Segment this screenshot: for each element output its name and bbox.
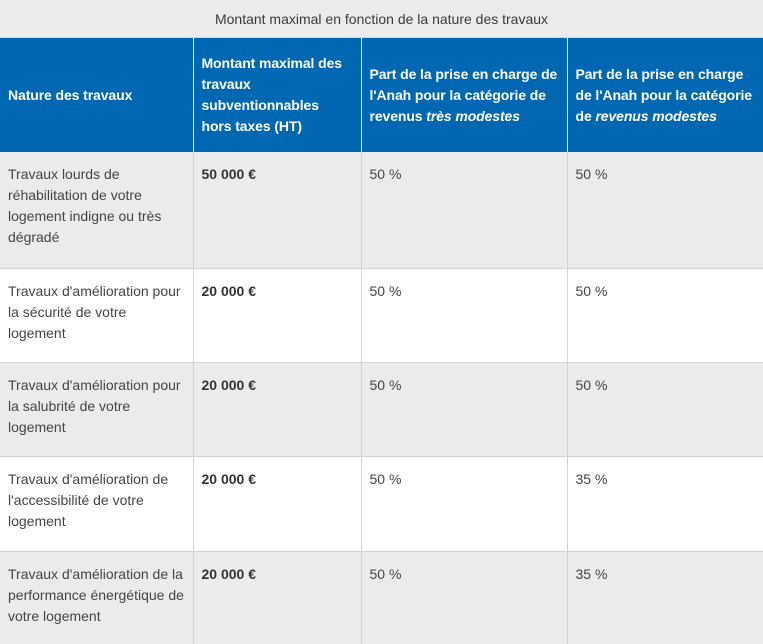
cell-montant: 20 000 € [193, 268, 362, 363]
header-part-modestes-text: Part de la prise en charge de l'Anah pou… [575, 65, 753, 124]
aid-amounts-table: Nature des travaux Montant maximal des t… [0, 38, 763, 644]
cell-part-tres-modestes: 50 % [361, 362, 568, 457]
header-part-tres-modestes: Part de la prise en charge de l'Anah pou… [361, 38, 568, 152]
cell-nature: Travaux lourds de réhabilitation de votr… [0, 152, 194, 269]
table-row: Travaux lourds de réhabilitation de votr… [0, 152, 763, 269]
table-row: Travaux d'amélioration pour la salubrité… [0, 362, 763, 457]
cell-part-tres-modestes: 50 % [361, 268, 568, 363]
header-part-tres-modestes-emphasis: très modestes [426, 107, 520, 124]
table-header-row: Nature des travaux Montant maximal des t… [0, 38, 763, 152]
cell-part-tres-modestes: 50 % [361, 152, 568, 269]
cell-montant: 20 000 € [193, 551, 362, 644]
cell-nature: Travaux d'amélioration pour la salubrité… [0, 362, 194, 457]
cell-part-modestes: 50 % [567, 152, 763, 269]
table-caption: Montant maximal en fonction de la nature… [0, 0, 763, 38]
table-row: Travaux d'amélioration pour la sécurité … [0, 268, 763, 363]
header-nature: Nature des travaux [0, 38, 194, 152]
header-part-tres-modestes-text: Part de la prise en charge de l'Anah pou… [369, 65, 558, 124]
cell-montant: 20 000 € [193, 362, 362, 457]
table-row: Travaux d'amélioration de l'accessibilit… [0, 456, 763, 552]
cell-montant: 20 000 € [193, 456, 362, 552]
cell-part-modestes: 35 % [567, 456, 763, 552]
cell-nature: Travaux d'amélioration de la performance… [0, 551, 194, 644]
cell-part-tres-modestes: 50 % [361, 456, 568, 552]
cell-nature: Travaux d'amélioration de l'accessibilit… [0, 456, 194, 552]
cell-part-tres-modestes: 50 % [361, 551, 568, 644]
cell-part-modestes: 35 % [567, 551, 763, 644]
table-row: Travaux d'amélioration de la performance… [0, 551, 763, 644]
cell-part-modestes: 50 % [567, 268, 763, 363]
cell-part-modestes: 50 % [567, 362, 763, 457]
header-part-modestes: Part de la prise en charge de l'Anah pou… [567, 38, 763, 152]
header-montant: Montant maximal des travaux subventionna… [193, 38, 362, 152]
cell-nature: Travaux d'amélioration pour la sécurité … [0, 268, 194, 363]
cell-montant: 50 000 € [193, 152, 362, 269]
header-part-modestes-emphasis: revenus modestes [595, 107, 717, 124]
